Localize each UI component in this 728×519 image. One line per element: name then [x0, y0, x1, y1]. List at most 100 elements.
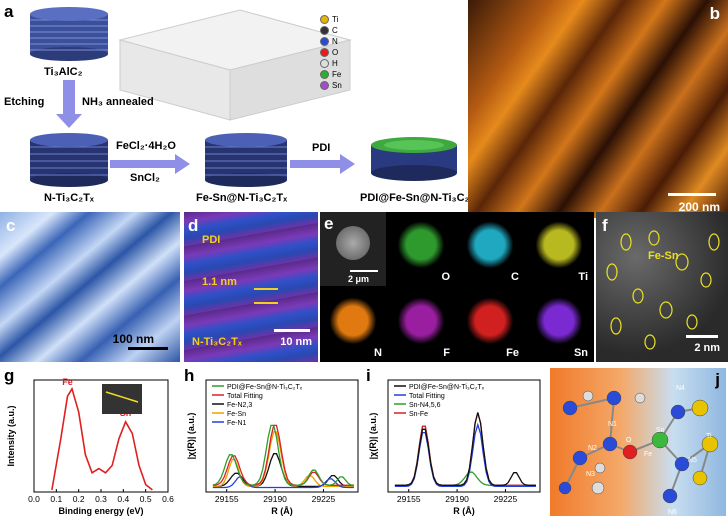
eds-map-sn: Sn — [526, 288, 592, 361]
atom-dot-icon — [320, 59, 329, 68]
crystal-structure-icon — [118, 9, 352, 121]
legend-label: Fe-N1 — [227, 420, 247, 427]
panel-c-scale: 100 nm — [112, 332, 154, 346]
panel-f-haadf-image: f Fe-Sn 2 nm — [596, 212, 728, 362]
atom — [558, 481, 572, 495]
panel-e-scale: 2 μm — [348, 274, 370, 284]
eds-map-fe: Fe — [457, 288, 523, 361]
bond — [609, 397, 615, 445]
panel-f-scale-bar — [686, 335, 718, 338]
series-pdi-fesn — [394, 412, 536, 486]
eds-map-label: O — [441, 271, 450, 283]
final-composite-icon — [365, 135, 463, 185]
legend-item-n: N — [320, 36, 342, 47]
atom — [594, 462, 606, 474]
atom — [701, 435, 719, 453]
x-tick-label: 0.1 — [50, 494, 62, 504]
legend-label: Sn — [332, 81, 342, 90]
atom — [691, 399, 709, 417]
legend-label: Ti — [332, 15, 339, 24]
panel-b-afm-image: b 200 nm — [468, 0, 728, 218]
x-tick-label: 29225 — [312, 494, 336, 504]
atom-label: O — [626, 437, 632, 444]
legend-label: O — [332, 48, 339, 57]
eds-map-ti: Ti — [526, 212, 592, 285]
eds-map-label: Ti — [578, 271, 588, 283]
panel-g-letter: g — [4, 366, 15, 385]
eds-map-label: N — [374, 347, 382, 359]
panel-a: a — [0, 0, 362, 210]
legend-label: H — [332, 59, 338, 68]
atom — [562, 400, 578, 416]
axes-frame — [205, 379, 359, 493]
atom-legend: Ti C N O H Fe Sn — [320, 14, 342, 91]
particle-icon — [336, 226, 370, 260]
panel-c-letter: c — [6, 216, 16, 235]
legend-label: N — [332, 37, 338, 46]
panel-h-letter: h — [184, 366, 195, 385]
panel-e-sem-tile: e 2 μm — [320, 212, 386, 286]
atom-label: Fe — [644, 451, 652, 458]
eds-map-label: Sn — [573, 347, 588, 359]
legend-label: Total Fitting — [409, 393, 445, 400]
x-tick-label: 29190 — [263, 494, 287, 504]
panel-j-structure: j N1 N2 N3 O Fe Sn N4 N5 N6 Ti — [550, 368, 726, 516]
panel-e-letter: e — [324, 214, 334, 233]
x-tick-label: 29155 — [397, 494, 421, 504]
legend-label: Sn-N4,5,6 — [409, 402, 441, 409]
ti3alc2-stack-icon — [30, 7, 108, 61]
atom — [606, 390, 622, 406]
atom-label: N1 — [608, 421, 617, 428]
ti3alc2-label: Ti₃AlC₂ — [44, 66, 83, 78]
atom — [674, 456, 690, 472]
atom-label: N6 — [668, 509, 677, 516]
n-mxene-stack-icon — [30, 133, 108, 187]
fesn-circles-overlay — [606, 230, 720, 350]
axes-frame — [387, 379, 541, 493]
panel-c-scale-bar — [128, 347, 168, 350]
atom — [692, 470, 708, 486]
panel-d-scale-bar — [274, 329, 310, 332]
panel-i-letter: i — [366, 366, 371, 385]
x-tick-label: 0.0 — [28, 494, 40, 504]
panel-d-mxene: N-Ti₃C₂Tₓ — [192, 336, 242, 348]
atomic-model-icon: N1 N2 N3 O Fe Sn N4 N5 N6 Ti — [558, 385, 719, 516]
legend-label: Fe-Sn — [227, 411, 246, 418]
panel-h-chart: 29155 29190 29225 R (Å) |χ(R)| (a.u.) PDI@Fe-… — [186, 379, 359, 516]
pdi-arrow-label: PDI — [312, 142, 331, 154]
nh3-label: NH₃ annealed — [82, 96, 154, 108]
eds-map-n: N — [320, 288, 386, 361]
reagent1-label: FeCl₂·4H₂O — [116, 140, 176, 152]
panel-e-eds: e 2 μm O C Ti N F Fe Sn — [320, 212, 594, 362]
intensity-line — [51, 386, 153, 491]
inset-line-scan — [105, 391, 139, 403]
panel-f-fesn-label: Fe-Sn — [648, 250, 679, 262]
atom — [662, 488, 678, 504]
legend-label: Fe-N2,3 — [227, 402, 252, 409]
panel-f-letter: f — [602, 216, 608, 235]
fesn-label: Fe-Sn@N-Ti₃C₂Tₓ — [196, 192, 288, 204]
panel-a-letter: a — [4, 2, 14, 21]
legend-label: Sn-Fe — [409, 411, 428, 418]
x-tick-label: 0.2 — [73, 494, 85, 504]
panel-d-letter: d — [188, 216, 199, 235]
panel-e-scale-bar — [350, 270, 378, 272]
legend-label: C — [332, 26, 338, 35]
atom-dot-icon — [320, 81, 329, 90]
eds-map-label: F — [443, 347, 450, 359]
y-axis-label: |χ(R)| (a.u.) — [368, 413, 378, 460]
panel-d-scale: 10 nm — [280, 336, 312, 348]
panel-j-letter: j — [715, 370, 720, 389]
x-tick-label: 29190 — [445, 494, 469, 504]
panel-f-scale: 2 nm — [694, 342, 720, 354]
legend-label: Total Fitting — [227, 393, 263, 400]
eds-map-c: C — [457, 212, 523, 285]
x-axis-label: R (Å) — [271, 506, 293, 516]
atom-label: Sn — [656, 427, 665, 434]
eds-map-label: Fe — [506, 347, 519, 359]
atom — [670, 404, 686, 420]
atom — [651, 431, 669, 449]
panel-d-pdi: PDI — [202, 234, 221, 246]
panel-b-scale: 200 nm — [678, 200, 720, 214]
atom-label: N4 — [676, 385, 685, 392]
